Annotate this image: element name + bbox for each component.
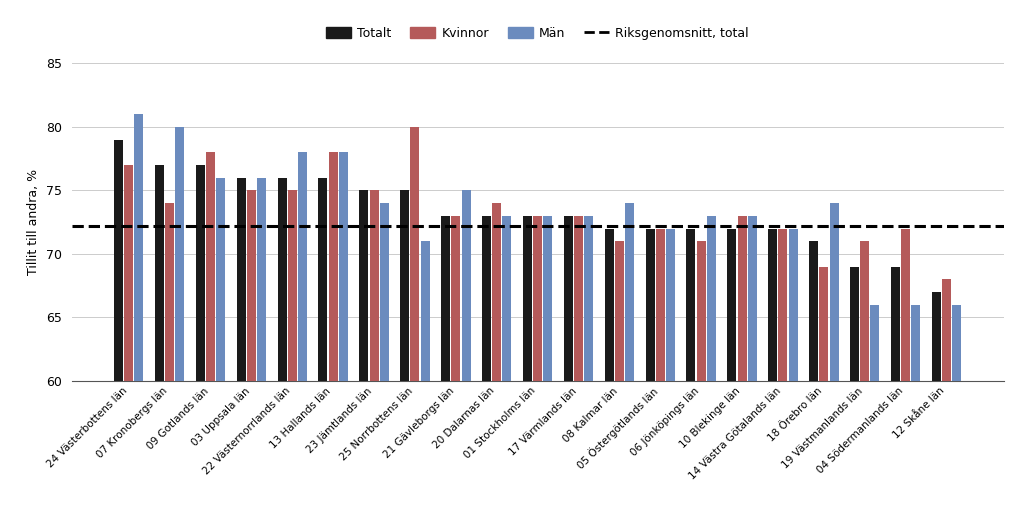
Bar [175, 127, 184, 381]
Bar [452, 216, 461, 381]
Bar [278, 178, 287, 381]
Y-axis label: Tillit till andra, %: Tillit till andra, % [28, 169, 40, 275]
Bar [380, 203, 389, 381]
Bar [870, 305, 880, 381]
Bar [134, 114, 143, 381]
Bar [329, 152, 338, 381]
Bar [932, 292, 941, 381]
Bar [503, 216, 511, 381]
Bar [247, 190, 256, 381]
Bar [748, 216, 757, 381]
Bar [666, 229, 675, 381]
Bar [614, 241, 624, 381]
Bar [625, 203, 634, 381]
Bar [155, 165, 164, 381]
Bar [778, 229, 787, 381]
Bar [891, 267, 900, 381]
Bar [318, 178, 328, 381]
Bar [114, 140, 123, 381]
Bar [901, 229, 910, 381]
Bar [585, 216, 593, 381]
Bar [196, 165, 205, 381]
Bar [696, 241, 706, 381]
Legend: Totalt, Kvinnor, Män, Riksgenomsnitt, total: Totalt, Kvinnor, Män, Riksgenomsnitt, to… [322, 22, 754, 45]
Bar [534, 216, 542, 381]
Bar [493, 203, 501, 381]
Bar [604, 229, 613, 381]
Bar [655, 229, 665, 381]
Bar [911, 305, 921, 381]
Bar [124, 165, 133, 381]
Bar [819, 267, 828, 381]
Bar [216, 178, 225, 381]
Bar [257, 178, 266, 381]
Bar [482, 216, 490, 381]
Bar [574, 216, 583, 381]
Bar [421, 241, 430, 381]
Bar [942, 279, 951, 381]
Bar [737, 216, 746, 381]
Bar [523, 216, 531, 381]
Bar [462, 190, 471, 381]
Bar [544, 216, 552, 381]
Bar [237, 178, 246, 381]
Bar [727, 229, 736, 381]
Bar [165, 203, 174, 381]
Bar [441, 216, 451, 381]
Bar [686, 229, 695, 381]
Bar [359, 190, 369, 381]
Bar [400, 190, 410, 381]
Bar [788, 229, 798, 381]
Bar [339, 152, 348, 381]
Bar [707, 216, 716, 381]
Bar [288, 190, 297, 381]
Bar [860, 241, 869, 381]
Bar [206, 152, 215, 381]
Bar [809, 241, 818, 381]
Bar [850, 267, 859, 381]
Bar [645, 229, 654, 381]
Bar [298, 152, 307, 381]
Bar [768, 229, 777, 381]
Bar [370, 190, 379, 381]
Bar [411, 127, 420, 381]
Bar [829, 203, 839, 381]
Bar [564, 216, 572, 381]
Bar [952, 305, 962, 381]
